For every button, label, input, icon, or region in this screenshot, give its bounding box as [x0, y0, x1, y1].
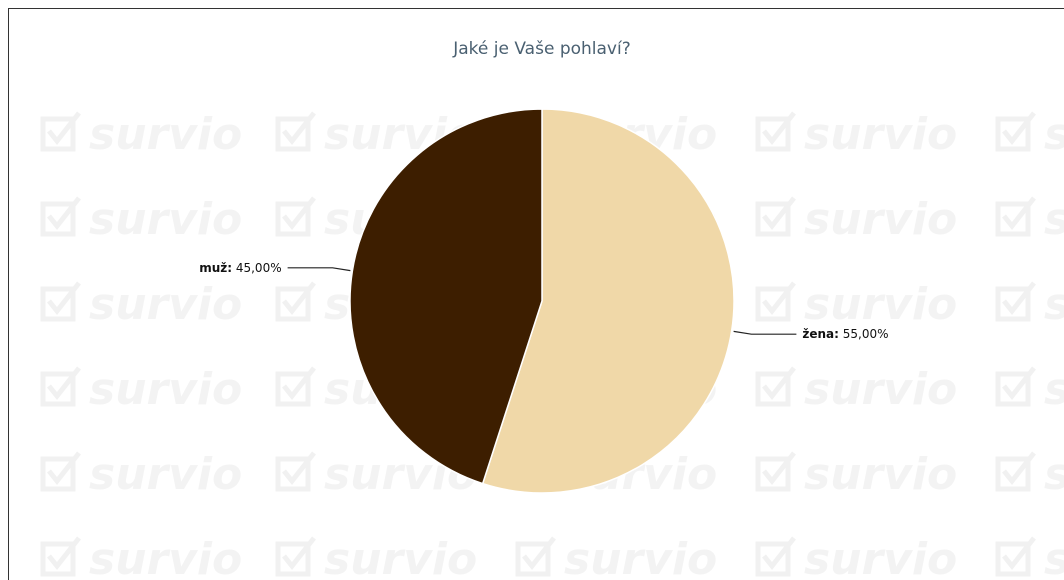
data-label-name: žena: — [802, 327, 839, 341]
pie-chart: Jaké je Vaše pohlaví? žena: 55,00% muž: 4… — [199, 39, 889, 494]
pie-slice-0 — [481, 108, 735, 494]
data-label-value: 55,00% — [839, 327, 889, 341]
pie-slices — [349, 108, 735, 494]
data-label-value: 45,00% — [232, 261, 282, 275]
leader-line-0 — [733, 330, 797, 335]
data-label-1: muž: 45,00% — [199, 261, 281, 275]
pie-slice-1 — [349, 108, 543, 485]
data-label-0: žena: 55,00% — [802, 327, 888, 341]
pie-labels: žena: 55,00% muž: 45,00% — [199, 261, 888, 341]
chart-frame: survio survio survio survio survio survio surv… — [8, 8, 1064, 580]
data-label-name: muž: — [199, 261, 232, 275]
leader-line-1 — [287, 267, 351, 272]
chart-title: Jaké je Vaše pohlaví? — [452, 39, 630, 59]
